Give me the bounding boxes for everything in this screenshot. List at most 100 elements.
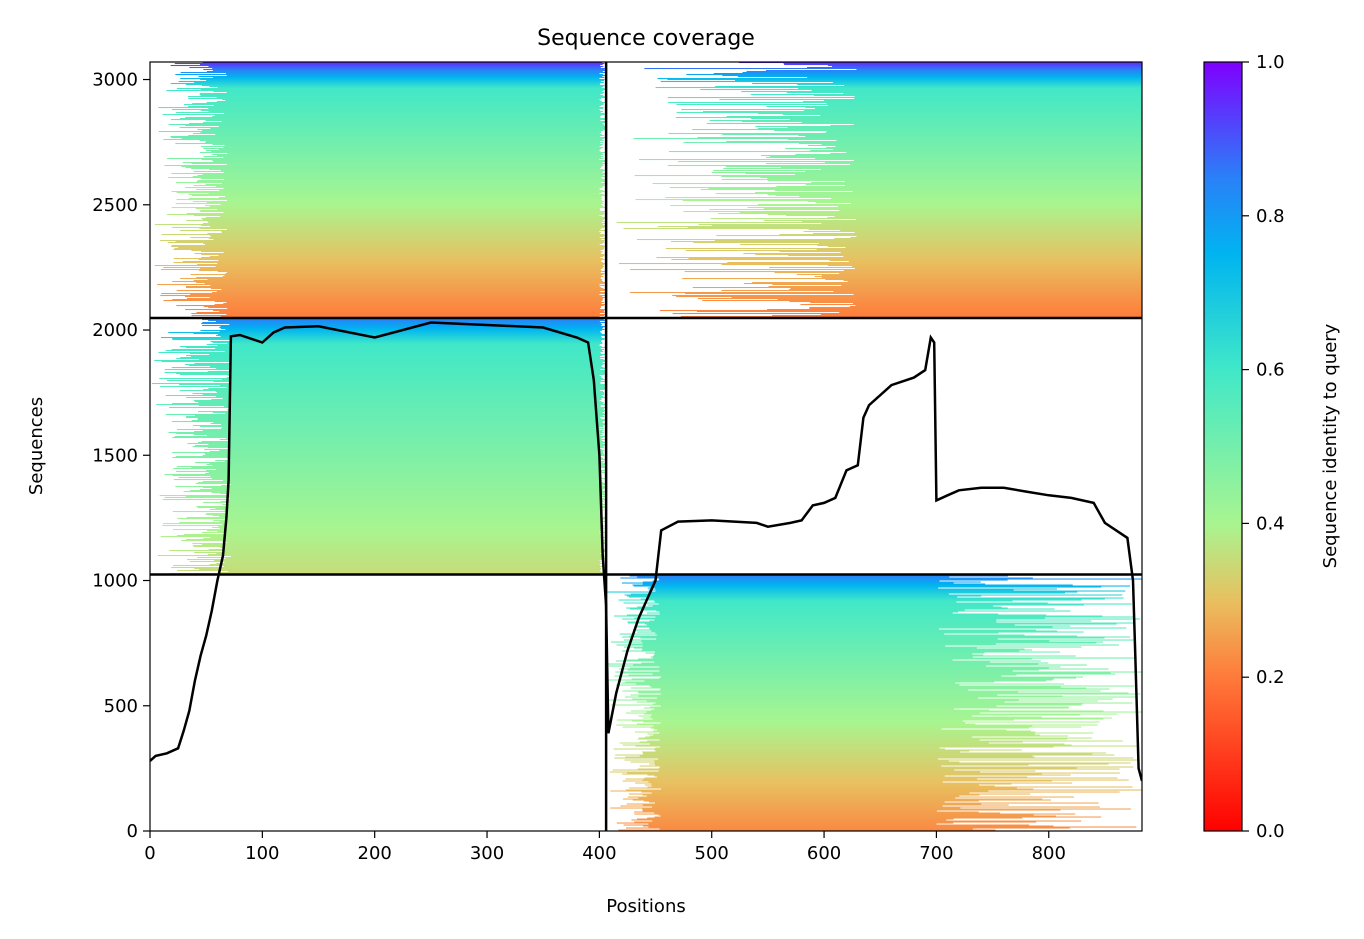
heatmap-row xyxy=(211,154,604,156)
heatmap-row xyxy=(637,738,1068,740)
heatmap-row xyxy=(209,508,601,511)
heatmap-row xyxy=(855,305,1142,307)
heatmap-row xyxy=(212,70,606,72)
heatmap-row xyxy=(201,254,605,256)
heatmap-row xyxy=(216,155,601,157)
heatmap-row xyxy=(218,126,606,128)
heatmap-row xyxy=(693,242,1142,244)
heatmap-row xyxy=(223,252,602,254)
heatmap-row xyxy=(722,75,1142,77)
heatmap-row xyxy=(800,304,1142,306)
heatmap-row xyxy=(223,157,602,159)
heatmap-row xyxy=(622,744,1072,746)
heatmap-row xyxy=(154,265,604,267)
heatmap-row xyxy=(832,82,1142,84)
heatmap-row xyxy=(228,502,603,505)
heatmap-row xyxy=(821,144,1142,146)
heatmap-row xyxy=(648,823,937,825)
heatmap-row xyxy=(846,152,1142,154)
heatmap-row xyxy=(224,561,601,564)
heatmap-row xyxy=(768,286,1142,288)
heatmap-row xyxy=(638,797,956,799)
heatmap-row xyxy=(713,170,1142,172)
heatmap-row xyxy=(185,84,601,86)
heatmap-row xyxy=(646,700,1098,702)
heatmap-row xyxy=(164,371,605,374)
heatmap-row xyxy=(843,280,1142,282)
heatmap-row xyxy=(725,166,1142,168)
heatmap-row xyxy=(198,358,604,361)
heatmap-row xyxy=(750,118,1142,120)
heatmap-row xyxy=(650,592,1066,594)
heatmap-row xyxy=(173,478,602,481)
heatmap-row xyxy=(208,222,602,224)
heatmap-row xyxy=(642,810,937,812)
heatmap-row xyxy=(638,715,973,717)
heatmap-row xyxy=(210,226,606,228)
heatmap-row xyxy=(648,589,1014,591)
heatmap-row xyxy=(201,322,601,325)
heatmap-row xyxy=(209,169,604,171)
heatmap-row xyxy=(189,123,603,125)
heatmap-row xyxy=(196,189,600,191)
heatmap-row xyxy=(655,590,1126,592)
heatmap-row xyxy=(208,387,606,390)
heatmap-row xyxy=(200,79,605,81)
heatmap-row xyxy=(682,278,1142,280)
heatmap-row xyxy=(198,410,605,413)
heatmap-row xyxy=(635,782,1073,784)
heatmap-row xyxy=(185,187,602,189)
heatmap-row xyxy=(203,501,603,504)
heatmap-row xyxy=(200,210,601,212)
heatmap-row xyxy=(630,710,1104,712)
heatmap-row xyxy=(637,768,1120,770)
heatmap-row xyxy=(646,624,1015,626)
heatmap-row xyxy=(621,773,1042,775)
heatmap-row xyxy=(643,825,1054,827)
heatmap-row xyxy=(735,80,1142,82)
heatmap-row xyxy=(218,149,600,151)
heatmap-row xyxy=(774,272,1142,274)
heatmap-row xyxy=(192,176,606,178)
heatmap-row xyxy=(820,169,1142,171)
heatmap-row xyxy=(218,197,602,199)
heatmap-row xyxy=(850,164,1142,166)
heatmap-row xyxy=(649,735,1068,737)
heatmap-row xyxy=(642,751,961,753)
heatmap-row xyxy=(787,127,1142,129)
heatmap-row xyxy=(633,647,977,649)
heatmap-row xyxy=(642,804,1009,806)
heatmap-row xyxy=(206,512,603,515)
heatmap-row xyxy=(215,459,601,462)
heatmap-row xyxy=(194,551,603,554)
heatmap-row xyxy=(832,149,1142,151)
heatmap-row xyxy=(197,129,606,131)
heatmap-row xyxy=(622,726,1082,728)
heatmap-row xyxy=(632,799,1052,801)
heatmap-row xyxy=(843,93,1142,95)
heatmap-row xyxy=(213,105,602,107)
colorbar-gradient xyxy=(1203,61,1243,832)
heatmap-row xyxy=(754,192,1142,194)
heatmap-row xyxy=(649,801,945,803)
heatmap-row xyxy=(606,591,1078,593)
heatmap-row xyxy=(223,565,605,568)
heatmap-row xyxy=(621,582,954,584)
heatmap-row xyxy=(190,294,600,296)
heatmap-row xyxy=(649,743,1065,745)
heatmap-row xyxy=(796,274,1142,276)
heatmap-row xyxy=(185,309,605,311)
heatmap-row xyxy=(216,391,605,394)
heatmap-row xyxy=(740,244,1142,246)
heatmap-row xyxy=(616,724,1098,726)
heatmap-row xyxy=(692,287,1142,289)
heatmap-row xyxy=(639,741,1023,743)
heatmap-row xyxy=(176,192,602,194)
heatmap-row xyxy=(850,203,1142,205)
heatmap-row xyxy=(170,65,601,67)
heatmap-row xyxy=(639,755,1033,757)
colorbar-label: Sequence identity to query xyxy=(1320,323,1341,568)
heatmap-row xyxy=(632,698,1113,700)
heatmap-row xyxy=(645,736,972,738)
heatmap-row xyxy=(827,65,1142,67)
